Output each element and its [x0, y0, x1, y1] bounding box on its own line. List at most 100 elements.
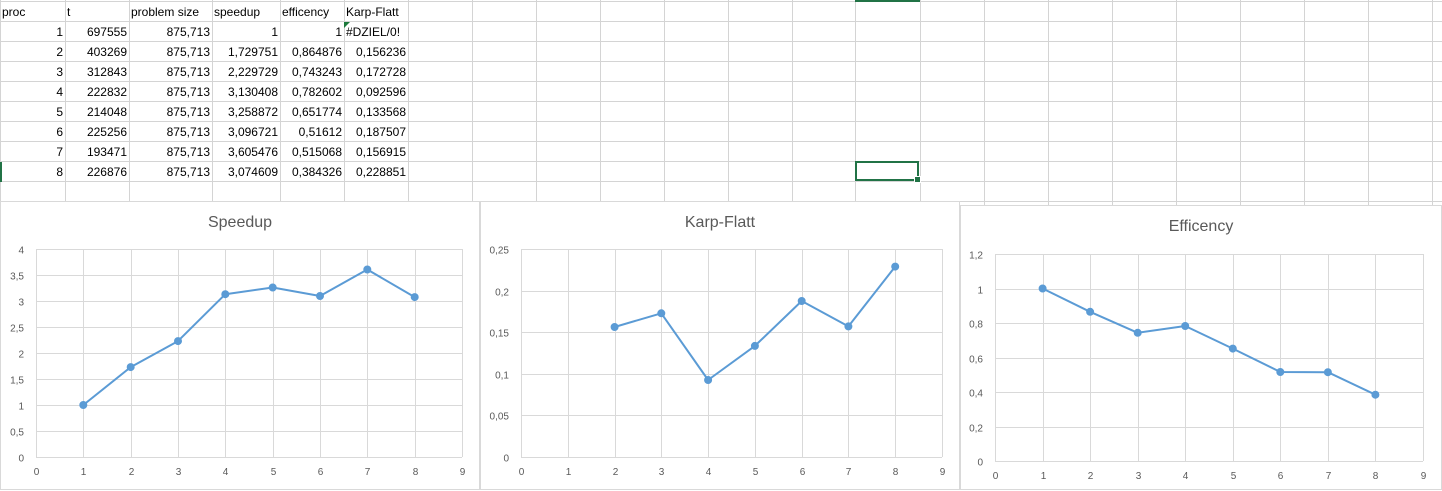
cell-problem-size[interactable]: 875,713 [166, 125, 210, 139]
data-point[interactable] [797, 297, 806, 305]
header-speedup[interactable]: speedup [214, 5, 261, 19]
cell-t[interactable]: 193471 [86, 145, 127, 159]
data-point[interactable] [610, 323, 619, 331]
cell-speedup[interactable]: 3,605476 [227, 145, 278, 159]
cell-karp-flatt[interactable]: #DZIEL/0! [346, 25, 401, 39]
active-cell-selection[interactable] [855, 161, 921, 183]
data-point[interactable] [268, 283, 277, 292]
cell-karp-flatt[interactable]: 0,172728 [355, 65, 406, 79]
header-problem-size[interactable]: problem size [131, 5, 200, 19]
error-indicator-icon [344, 22, 350, 28]
cell-speedup[interactable]: 3,074609 [227, 165, 278, 179]
data-point[interactable] [316, 292, 324, 300]
data-point[interactable] [1086, 307, 1095, 316]
header-efficency[interactable]: efficency [282, 5, 330, 19]
data-point[interactable] [79, 401, 88, 409]
cell-efficency[interactable]: 0,515068 [291, 145, 342, 159]
cell-proc[interactable]: 1 [56, 25, 63, 39]
cell-proc[interactable]: 8 [56, 165, 63, 179]
data-point[interactable] [1038, 284, 1047, 293]
cell-speedup[interactable]: 3,130408 [227, 85, 278, 99]
cell-problem-size[interactable]: 875,713 [166, 105, 210, 119]
data-point[interactable] [221, 290, 230, 299]
cell-proc[interactable]: 3 [56, 65, 63, 79]
data-point[interactable] [410, 293, 419, 302]
cell-speedup[interactable]: 2,229729 [227, 65, 278, 79]
x-tick-label: 2 [613, 467, 619, 478]
cell-karp-flatt[interactable]: 0,156915 [355, 145, 406, 159]
cell-proc[interactable]: 5 [56, 105, 63, 119]
data-point[interactable] [126, 363, 135, 372]
cell-problem-size[interactable]: 875,713 [166, 25, 210, 39]
cell-efficency[interactable]: 0,864876 [291, 45, 342, 59]
data-point[interactable] [1181, 322, 1190, 330]
cell-speedup[interactable]: 1 [271, 25, 278, 39]
data-point[interactable] [1276, 368, 1285, 376]
cell-problem-size[interactable]: 875,713 [166, 145, 210, 159]
cell-proc[interactable]: 7 [56, 145, 63, 159]
cell-proc[interactable]: 6 [56, 125, 63, 139]
data-point[interactable] [1323, 368, 1332, 377]
cell-problem-size[interactable]: 875,713 [166, 45, 210, 59]
chart-plot: 0 0,05 0,1 0,15 0,2 0,25 0 1 2 3 4 5 6 7 8 9 [490, 246, 946, 479]
header-t[interactable]: t [67, 5, 71, 19]
data-point[interactable] [750, 341, 759, 350]
cell-t[interactable]: 214048 [86, 105, 127, 119]
data-point[interactable] [174, 337, 182, 346]
x-tick-label: 4 [706, 467, 712, 478]
fill-handle[interactable] [914, 176, 921, 183]
data-point[interactable] [704, 376, 713, 384]
cell-efficency[interactable]: 0,782602 [291, 85, 342, 99]
cell-problem-size[interactable]: 875,713 [166, 165, 210, 179]
y-tick-label: 0,4 [969, 389, 983, 400]
x-tick-label: 2 [129, 467, 135, 478]
cell-t[interactable]: 403269 [86, 45, 127, 59]
x-tick-label: 0 [519, 467, 525, 478]
data-point[interactable] [844, 322, 853, 331]
cell-karp-flatt[interactable]: 0,228851 [355, 165, 406, 179]
cell-karp-flatt[interactable]: 0,133568 [355, 105, 406, 119]
header-karp-flatt[interactable]: Karp-Flatt [346, 5, 399, 19]
y-tick-label: 0,05 [490, 412, 510, 423]
cell-proc[interactable]: 2 [56, 45, 63, 59]
cell-speedup[interactable]: 3,258872 [227, 105, 278, 119]
data-point[interactable] [1228, 344, 1237, 353]
x-tick-label: 1 [566, 467, 572, 478]
cell-efficency[interactable]: 1 [335, 25, 342, 39]
cell-karp-flatt[interactable]: 0,092596 [355, 85, 406, 99]
cell-efficency[interactable]: 0,651774 [291, 105, 342, 119]
efficency-chart[interactable]: 0 0,2 0,4 0,6 0,8 1 1,2 0 1 2 3 4 5 6 7 8 9 Efficency [960, 205, 1442, 490]
x-tick-label: 3 [659, 467, 665, 478]
cell-karp-flatt[interactable]: 0,187507 [355, 125, 406, 139]
cell-t[interactable]: 225256 [86, 125, 127, 139]
x-tick-label: 8 [893, 467, 899, 478]
y-tick-label: 2 [18, 350, 24, 361]
y-tick-label: 0,1 [495, 371, 509, 382]
header-proc[interactable]: proc [2, 5, 26, 19]
x-tick-label: 4 [1183, 471, 1189, 482]
cell-efficency[interactable]: 0,743243 [291, 65, 342, 79]
cell-karp-flatt[interactable]: 0,156236 [355, 45, 406, 59]
y-tick-label: 0 [18, 454, 24, 465]
cell-speedup[interactable]: 3,096721 [227, 125, 278, 139]
cell-efficency[interactable]: 0,51612 [298, 125, 342, 139]
cell-efficency[interactable]: 0,384326 [291, 165, 342, 179]
data-point[interactable] [1133, 328, 1142, 337]
chart-title: Speedup [207, 214, 273, 231]
cell-t[interactable]: 226876 [86, 165, 127, 179]
cell-speedup[interactable]: 1,729751 [227, 45, 278, 59]
data-point[interactable] [363, 265, 372, 274]
data-point[interactable] [1371, 390, 1380, 399]
cell-problem-size[interactable]: 875,713 [166, 65, 210, 79]
chart-title: Karp-Flatt [684, 214, 756, 231]
cell-problem-size[interactable]: 875,713 [166, 85, 210, 99]
chart-plot: 0 0,2 0,4 0,6 0,8 1 1,2 0 1 2 3 4 5 6 7 8 9 [969, 251, 1427, 483]
cell-t[interactable]: 312843 [86, 65, 127, 79]
data-point[interactable] [891, 262, 900, 271]
speedup-chart[interactable]: 0 0,5 1 1,5 2 2,5 3 3,5 4 0 1 2 3 4 5 6 7 8 9 Speedup [0, 201, 480, 490]
cell-t[interactable]: 697555 [86, 25, 127, 39]
data-point[interactable] [657, 309, 666, 318]
karp-flatt-chart[interactable]: 0 0,05 0,1 0,15 0,2 0,25 0 1 2 3 4 5 6 7 8 9 Karp-Flatt [480, 201, 960, 490]
cell-proc[interactable]: 4 [56, 85, 63, 99]
cell-t[interactable]: 222832 [86, 85, 127, 99]
